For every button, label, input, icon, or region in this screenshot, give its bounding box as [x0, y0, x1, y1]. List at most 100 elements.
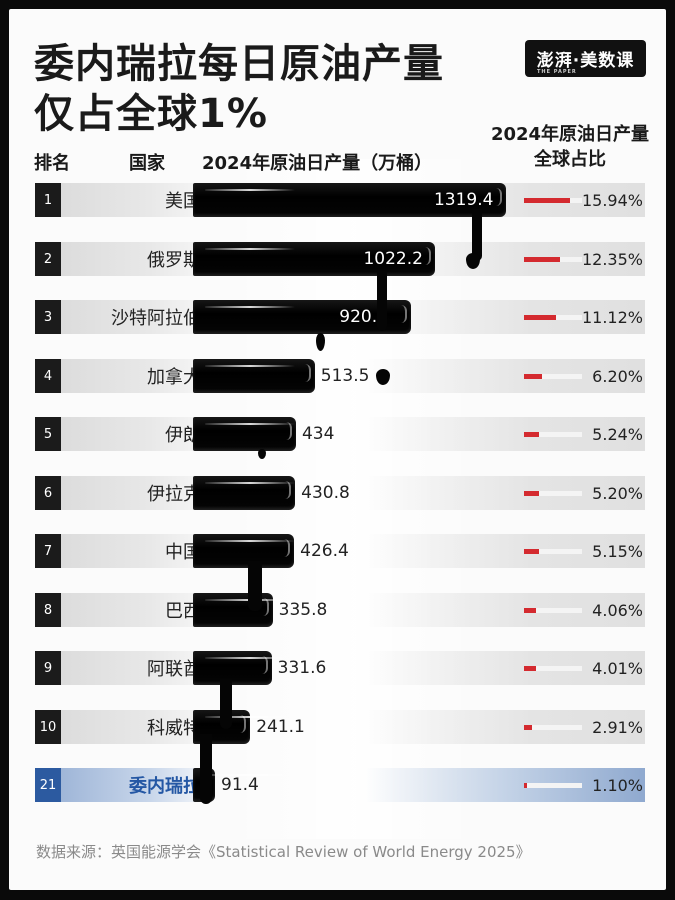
table-row: 3 沙特阿拉伯 920.3 11.12% [35, 300, 645, 334]
chart-title: 委内瑞拉每日原油产量 仅占全球1% [34, 39, 444, 139]
share-track [524, 491, 582, 496]
share-fill [524, 491, 540, 496]
production-value: 91.4 [221, 775, 259, 795]
share-row-background [365, 710, 645, 744]
table-row: 8 巴西 335.8 4.06% [35, 593, 645, 627]
production-value: 920.3 [339, 307, 388, 327]
share-fill [524, 315, 557, 320]
chart-card: 委内瑞拉每日原油产量 仅占全球1% 澎湃·美数课 THE PAPER 排名 国家… [9, 9, 666, 890]
production-value: 335.8 [278, 600, 328, 620]
oil-drip-decoration [472, 209, 482, 261]
share-track [524, 198, 582, 203]
production-value: 241.1 [256, 717, 305, 737]
production-value: 426.4 [300, 541, 349, 561]
oil-drip-decoration [316, 333, 325, 351]
oil-bar [193, 476, 296, 510]
rank-badge: 4 [35, 359, 61, 393]
share-fill [524, 725, 533, 730]
rank-badge: 2 [35, 242, 61, 276]
share-percent: 5.20% [592, 483, 643, 503]
share-row-background [365, 476, 645, 510]
production-value: 331.6 [277, 658, 327, 678]
rank-badge: 21 [35, 768, 61, 802]
country-name: 中国 [61, 534, 209, 568]
column-header-production: 2024年原油日产量（万桶） [202, 153, 433, 174]
share-percent: 4.01% [592, 658, 643, 678]
share-header-line-1: 2024年原油日产量 [490, 124, 650, 145]
share-percent: 1.10% [592, 775, 643, 795]
share-fill [524, 666, 536, 671]
oil-bar [193, 651, 295, 685]
production-value: 513.5 [320, 366, 370, 386]
oil-drip-decoration [220, 679, 232, 729]
share-fill [524, 432, 540, 437]
table-row: 7 中国 426.4 5.15% [35, 534, 645, 568]
rank-badge: 8 [35, 593, 61, 627]
share-track [524, 432, 582, 437]
production-value: 434 [301, 424, 335, 444]
table-row: 10 科威特 241.1 2.91% [35, 710, 645, 744]
publisher-logo: 澎湃·美数课 THE PAPER [525, 40, 646, 77]
oil-bar [193, 183, 506, 217]
oil-drip-decoration [466, 253, 480, 269]
oil-drip-decoration [376, 369, 390, 385]
country-name: 加拿大 [61, 359, 209, 393]
share-fill [524, 549, 539, 554]
column-header-country: 国家 [129, 153, 165, 174]
rank-badge: 3 [35, 300, 61, 334]
production-value: 1022.2 [363, 249, 423, 269]
share-fill [524, 783, 528, 788]
share-track [524, 783, 582, 788]
rank-badge: 6 [35, 476, 61, 510]
table-row: 2 俄罗斯 1022.2 12.35% [35, 242, 645, 276]
oil-bar [193, 300, 412, 334]
share-fill [524, 198, 571, 203]
oil-bar [193, 534, 296, 568]
share-fill [524, 608, 536, 613]
table-row: 1 美国 1319.4 15.94% [35, 183, 645, 217]
logo-text: 澎湃·美数课 [536, 51, 635, 71]
column-header-rank: 排名 [34, 153, 70, 174]
share-row-background [365, 768, 645, 802]
share-row-background [365, 359, 645, 393]
rank-badge: 5 [35, 417, 61, 451]
country-name: 伊拉克 [61, 476, 209, 510]
oil-drip-decoration [200, 734, 212, 804]
oil-drip-decoration [248, 561, 262, 611]
share-header-line-2: 全球占比 [534, 149, 606, 170]
oil-drip-decoration [377, 271, 387, 331]
oil-bar [193, 359, 315, 393]
rank-badge: 7 [35, 534, 61, 568]
rank-badge: 10 [35, 710, 61, 744]
share-row-background [365, 300, 645, 334]
share-track [524, 374, 582, 379]
data-source: 数据来源：英国能源学会《Statistical Review of World … [36, 843, 531, 861]
share-percent: 4.06% [592, 600, 643, 620]
share-row-background [365, 593, 645, 627]
share-percent: 5.24% [592, 424, 643, 444]
production-value: 1319.4 [433, 190, 494, 210]
country-name: 巴西 [61, 593, 209, 627]
country-name: 委内瑞拉 [61, 768, 209, 802]
production-value: 430.8 [301, 483, 350, 503]
country-name: 美国 [61, 183, 209, 217]
rank-badge: 9 [35, 651, 61, 685]
table-row: 21 委内瑞拉 91.4 1.10% [35, 768, 645, 802]
country-name: 阿联酋 [61, 651, 209, 685]
share-percent: 6.20% [592, 366, 643, 386]
oil-bar [193, 417, 296, 451]
country-name: 沙特阿拉伯 [61, 300, 209, 334]
country-name: 俄罗斯 [61, 242, 209, 276]
share-percent: 2.91% [592, 717, 643, 737]
oil-bar [193, 242, 436, 276]
country-name: 科威特 [61, 710, 209, 744]
table-row: 9 阿联酋 331.6 4.01% [35, 651, 645, 685]
share-row-background [365, 651, 645, 685]
share-track [524, 725, 582, 730]
share-fill [524, 374, 542, 379]
share-percent: 12.35% [581, 249, 643, 269]
table-row: 4 加拿大 513.5 6.20% [35, 359, 645, 393]
share-percent: 15.94% [581, 190, 643, 210]
share-track [524, 257, 582, 262]
share-percent: 5.15% [592, 541, 643, 561]
